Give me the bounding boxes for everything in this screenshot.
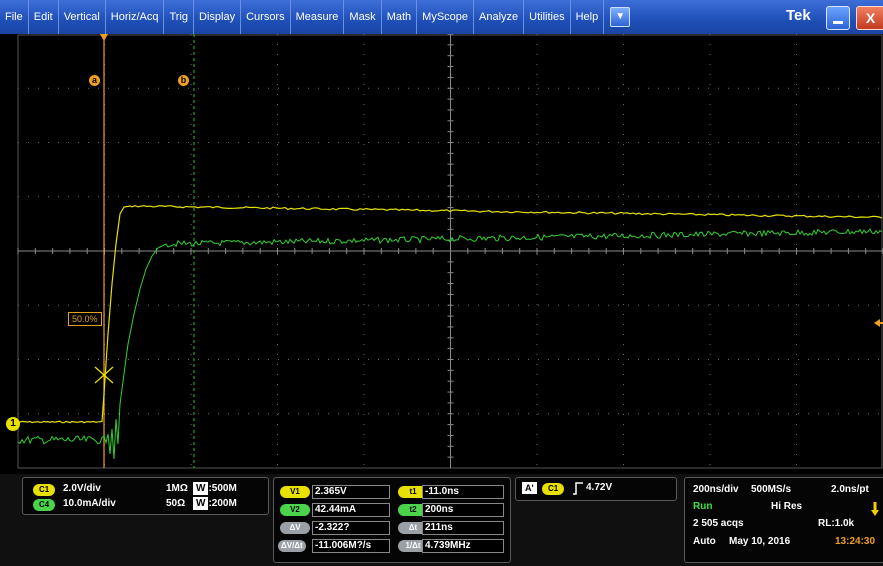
trigger-source-badge: C1 — [542, 483, 565, 495]
menu-mask[interactable]: Mask — [344, 0, 382, 34]
minimize-button[interactable] — [826, 6, 850, 30]
t1-value: -11.0ns — [422, 485, 504, 499]
ch4-impedance: 50Ω — [166, 498, 186, 509]
trigger-level: 4.72V — [586, 482, 613, 493]
inv-delta-t-badge: 1/Δt — [398, 540, 428, 552]
menu-bar: File Edit Vertical Horiz/Acq Trig Display Curs… — [0, 0, 883, 34]
reference-level-label: 50.0% — [68, 312, 102, 326]
v2-value: 42.44mA — [312, 503, 390, 517]
menu-file[interactable]: File — [0, 0, 29, 34]
acquisition-count: 2 505 acqs — [693, 518, 744, 529]
cursor-readout-panel[interactable]: V1 2.365V V2 42.44mA ΔV -2.322? ΔV/Δt -1… — [273, 477, 511, 563]
time-resolution: 2.0ns/pt — [831, 484, 869, 495]
channel-panel[interactable]: C1 2.0V/div 1MΩ W:500M C4 10.0mA/div 50Ω… — [22, 477, 269, 515]
delta-v-badge: ΔV — [280, 522, 310, 534]
menu-display[interactable]: Display — [194, 0, 242, 34]
time: 13:24:30 — [835, 536, 876, 547]
date: May 10, 2016 — [729, 536, 791, 547]
v2-badge: V2 — [280, 504, 310, 516]
trigger-panel[interactable]: A' C1 4.72V — [515, 477, 677, 501]
ch1-bandwidth: W:500M — [193, 482, 237, 495]
menu-help[interactable]: Help — [571, 0, 605, 34]
dv-dt-value: -11.006M?/s — [312, 539, 390, 553]
readout-bar: C1 2.0V/div 1MΩ W:500M C4 10.0mA/div 50Ω… — [0, 474, 883, 566]
t2-badge: t2 — [398, 504, 428, 516]
menu-myscope[interactable]: MyScope — [417, 0, 475, 34]
ch4-scale: 10.0mA/div — [63, 498, 116, 509]
cursor-a-label[interactable]: a — [89, 75, 100, 86]
ch4-waveform — [17, 228, 883, 460]
delta-t-value: 211ns — [422, 521, 504, 535]
v1-value: 2.365V — [312, 485, 390, 499]
delta-v-value: -2.322? — [312, 521, 390, 535]
menu-vertical[interactable]: Vertical — [59, 0, 106, 34]
menu-math[interactable]: Math — [382, 0, 418, 34]
inv-delta-t-value: 4.739MHz — [422, 539, 504, 553]
menu-trig[interactable]: Trig — [164, 0, 195, 34]
close-button[interactable]: X — [856, 6, 883, 30]
tek-logo: Tek — [786, 7, 811, 24]
delta-t-badge: Δt — [398, 522, 428, 534]
graticule — [17, 34, 883, 469]
trigger-mode-badge: A' — [522, 482, 537, 494]
menu-measure[interactable]: Measure — [291, 0, 345, 34]
ch1-waveform — [17, 204, 883, 424]
waveform-display[interactable]: a b 50.0% 1 — [0, 34, 883, 474]
v1-badge: V1 — [280, 486, 310, 498]
trigger-mode: Auto — [693, 536, 716, 547]
ch4-badge[interactable]: C4 — [33, 499, 56, 511]
record-length: RL:1.0k — [818, 518, 855, 529]
down-arrow-icon — [871, 502, 879, 516]
menu-analyze[interactable]: Analyze — [474, 0, 525, 34]
dv-dt-badge: ΔV/Δt — [278, 540, 306, 552]
t2-value: 200ns — [422, 503, 504, 517]
acquisition-mode: Hi Res — [771, 501, 803, 512]
acquisition-panel[interactable]: 200ns/div 500MS/s 2.0ns/pt Run Hi Res 2 … — [684, 477, 883, 563]
run-state: Run — [693, 501, 713, 512]
menu-edit[interactable]: Edit — [29, 0, 59, 34]
trigger-level-arrow — [874, 319, 880, 327]
ch1-ground-marker[interactable]: 1 — [6, 417, 20, 431]
cursor-b-label[interactable]: b — [178, 75, 189, 86]
menu-horiz-acq[interactable]: Horiz/Acq — [106, 0, 165, 34]
ch1-impedance: 1MΩ — [166, 483, 188, 494]
menu-dropdown-button[interactable]: ▼ — [610, 7, 631, 27]
ch4-bandwidth: W:200M — [193, 497, 237, 510]
timebase: 200ns/div — [693, 484, 739, 495]
ch1-scale: 2.0V/div — [63, 483, 101, 494]
cursor-a-handle — [100, 34, 108, 41]
menu-cursors[interactable]: Cursors — [241, 0, 291, 34]
rising-edge-icon — [573, 482, 583, 495]
ch1-badge[interactable]: C1 — [33, 484, 56, 496]
crossing-marker — [94, 366, 114, 384]
menu-utilities[interactable]: Utilities — [524, 0, 571, 34]
t1-badge: t1 — [398, 486, 428, 498]
sample-rate: 500MS/s — [751, 484, 792, 495]
